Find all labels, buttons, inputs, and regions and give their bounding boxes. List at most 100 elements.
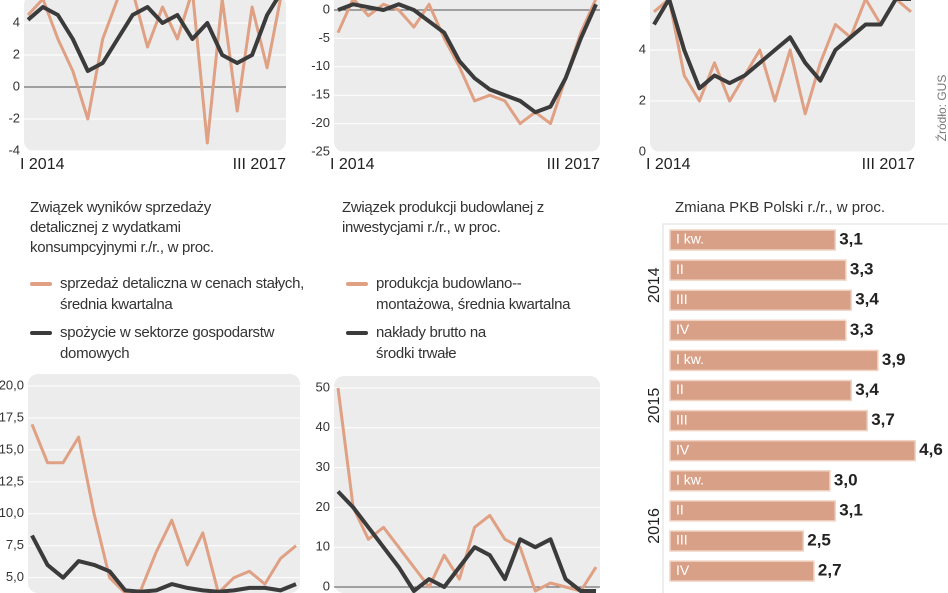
value-label: 3,1 <box>839 500 863 519</box>
y-tick-label: 5,0 <box>6 569 24 584</box>
y-tick-label: 40 <box>316 419 330 434</box>
bar <box>669 259 847 281</box>
series-line <box>336 0 598 126</box>
series-line <box>652 0 911 91</box>
y-tick-label: -5 <box>318 30 330 45</box>
bar <box>669 409 868 432</box>
value-label: 2,7 <box>818 561 842 580</box>
plot-area <box>334 376 600 593</box>
legend-entry: sprzedaż detaliczna w cenach stałych, śr… <box>30 273 330 315</box>
y-tick-label: 2 <box>13 46 20 61</box>
value-label: 2,5 <box>807 530 831 549</box>
series-line <box>26 0 282 145</box>
value-label: 4,6 <box>919 440 943 459</box>
series-line <box>30 423 297 593</box>
bar-category: II <box>676 261 684 277</box>
bar <box>669 530 804 552</box>
legend-swatch <box>346 282 368 286</box>
legend-entry: produkcja budowlano--montażowa, średnia … <box>346 273 576 315</box>
bar-category: III <box>676 411 688 427</box>
y-tick-label: 15,0 <box>0 441 24 456</box>
x-tick-label: I 2014 <box>646 156 691 173</box>
value-label: 3,0 <box>834 470 858 489</box>
legend-label: spożycie w sektorze gospodarstw domowych <box>60 324 275 362</box>
x-tick-label: III 2017 <box>547 156 600 173</box>
value-label: 3,7 <box>871 410 895 429</box>
legend-label: nakłady brutto na środki trwałe <box>376 324 486 362</box>
year-label: 2016 <box>646 508 663 544</box>
legend-entry: nakłady brutto na środki trwałe <box>346 322 526 364</box>
value-label: 3,4 <box>855 380 879 399</box>
bar-category: I kw. <box>676 472 704 488</box>
y-tick-label: 0 <box>323 578 330 593</box>
y-tick-label: -10 <box>311 58 330 73</box>
y-tick-label: 0 <box>323 1 330 16</box>
y-tick-label: 4 <box>639 41 646 56</box>
year-label: 2015 <box>646 388 663 424</box>
y-tick-label: 10 <box>316 539 330 554</box>
bar <box>669 229 836 251</box>
plot-area <box>28 374 300 593</box>
bar-category: IV <box>676 321 690 337</box>
bar-category: I kw. <box>676 351 704 367</box>
series-line <box>336 387 598 593</box>
series-line <box>30 534 297 593</box>
x-tick-label: III 2017 <box>233 156 286 173</box>
y-tick-label: -25 <box>311 143 330 158</box>
bar <box>669 500 836 522</box>
y-tick-label: -4 <box>8 142 20 157</box>
value-label: 3,3 <box>850 260 874 279</box>
caption: Związek produkcji budowlanej z inwestycj… <box>342 199 544 236</box>
value-label: 3,4 <box>855 290 879 309</box>
bar-category: I kw. <box>676 231 704 247</box>
panel <box>662 223 948 593</box>
legend-label: sprzedaż detaliczna w cenach stałych, śr… <box>60 275 305 313</box>
bar-category: II <box>676 502 684 518</box>
x-tick-label: I 2014 <box>330 156 375 173</box>
value-label: 3,3 <box>850 320 874 339</box>
legend-entry: spożycie w sektorze gospodarstw domowych <box>30 322 290 364</box>
y-tick-label: 4 <box>13 14 20 29</box>
series-line <box>336 490 596 593</box>
y-tick-label: 7,5 <box>6 537 24 552</box>
x-tick-label: I 2014 <box>20 156 65 173</box>
y-tick-label: 20 <box>316 499 330 514</box>
source: Źródło: GUS <box>934 75 948 142</box>
bar-category: IV <box>676 562 690 578</box>
bar-category: III <box>676 291 688 307</box>
y-tick-label: 0 <box>639 143 646 158</box>
legend-swatch <box>346 331 368 335</box>
series-line <box>337 2 598 115</box>
value-label: 3,9 <box>882 350 906 369</box>
bar-category: IV <box>676 441 690 457</box>
bar <box>669 439 916 462</box>
chart-title: Zmiana PKB Polski r./r., w proc. <box>675 199 885 216</box>
legend-label: produkcja budowlano--montażowa, średnia … <box>376 275 571 313</box>
value-label: 3,1 <box>839 229 863 248</box>
bar <box>669 319 847 342</box>
x-tick-label: III 2017 <box>862 156 915 173</box>
y-tick-label: 12,5 <box>0 473 24 488</box>
y-tick-label: 10,0 <box>0 505 24 520</box>
bar <box>669 379 852 402</box>
y-tick-label: -15 <box>311 87 330 102</box>
bar <box>669 470 831 492</box>
y-tick-label: 17,5 <box>0 409 24 424</box>
series-line <box>653 0 912 116</box>
bar-category: III <box>676 532 688 548</box>
y-tick-label: 30 <box>316 459 330 474</box>
y-tick-label: 50 <box>316 379 330 394</box>
y-tick-label: -20 <box>311 115 330 130</box>
y-tick-label: 2 <box>639 92 646 107</box>
year-label: 2014 <box>646 267 663 303</box>
legend-swatch <box>30 331 52 335</box>
bar <box>669 349 879 372</box>
caption: Związek wyników sprzedaży detalicznej z … <box>30 199 214 256</box>
legend-swatch <box>30 282 52 286</box>
bar <box>669 560 815 582</box>
bar <box>669 289 852 311</box>
y-tick-label: 20,0 <box>0 377 24 392</box>
bar-category: II <box>676 381 684 397</box>
